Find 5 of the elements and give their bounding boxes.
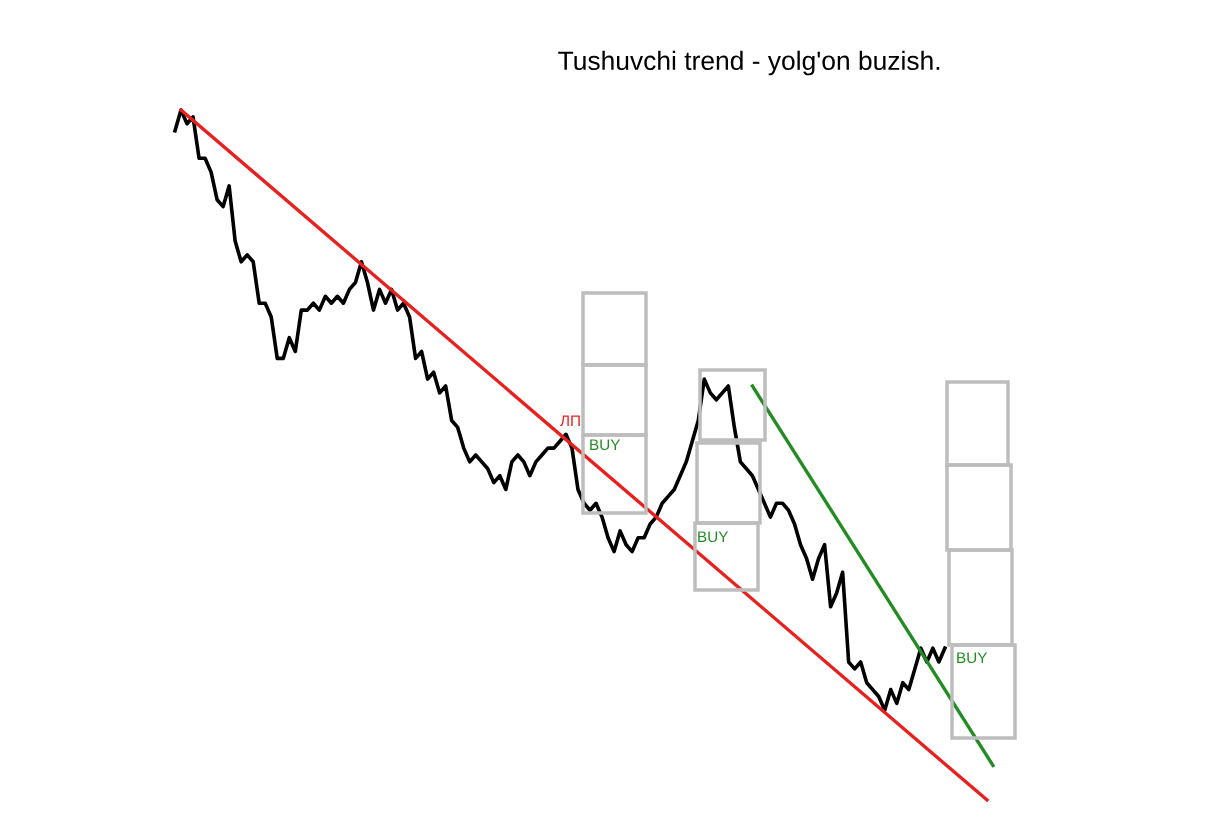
annotation: BUY xyxy=(957,652,988,664)
annotation: ЛП xyxy=(560,415,580,427)
annotation: BUY xyxy=(698,531,729,543)
chart-title: Tushuvchi trend - yolg'on buzish. xyxy=(558,50,940,76)
annotation: BUY xyxy=(590,439,621,451)
